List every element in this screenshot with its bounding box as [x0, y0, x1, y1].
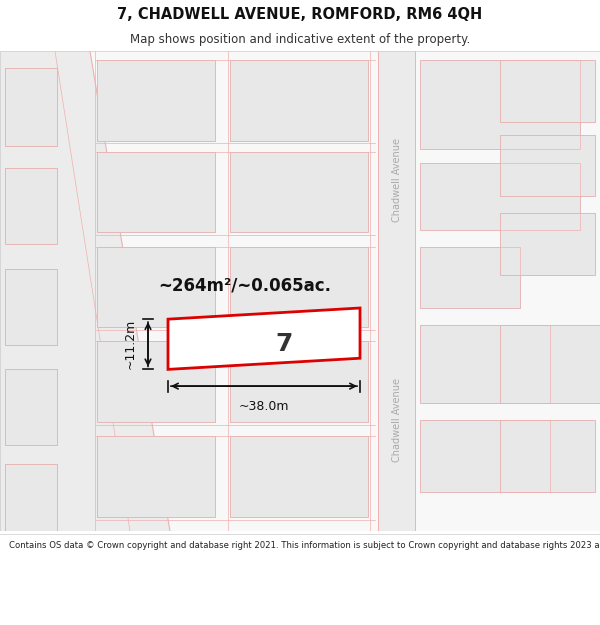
Bar	[500, 419, 595, 492]
Text: Chadwell Avenue: Chadwell Avenue	[392, 378, 401, 462]
Text: Chadwell Avenue: Chadwell Avenue	[392, 138, 401, 222]
Text: ~38.0m: ~38.0m	[239, 400, 289, 412]
Bar	[5, 68, 57, 146]
Bar	[420, 163, 580, 230]
Text: ~264m²/~0.065ac.: ~264m²/~0.065ac.	[158, 277, 331, 294]
Bar	[230, 341, 368, 422]
Bar	[500, 325, 600, 403]
Text: 7, CHADWELL AVENUE, ROMFORD, RM6 4QH: 7, CHADWELL AVENUE, ROMFORD, RM6 4QH	[118, 7, 482, 22]
Bar	[420, 60, 580, 149]
Bar	[500, 213, 595, 274]
Bar	[230, 152, 368, 232]
Bar	[5, 369, 57, 445]
Bar	[5, 269, 57, 345]
Bar	[97, 341, 215, 422]
Bar	[500, 135, 595, 196]
Bar	[230, 247, 368, 327]
Bar	[5, 169, 57, 244]
Bar	[420, 247, 520, 308]
Bar	[500, 60, 595, 122]
Bar	[97, 341, 215, 422]
Bar	[97, 152, 215, 232]
Bar	[97, 436, 215, 517]
Bar	[230, 436, 368, 517]
Bar	[420, 325, 550, 403]
Bar	[420, 60, 580, 149]
Bar	[230, 60, 368, 141]
Bar	[97, 436, 215, 517]
Bar	[500, 213, 595, 274]
Bar	[420, 419, 550, 492]
Bar	[97, 152, 215, 232]
Bar	[97, 247, 215, 327]
Polygon shape	[0, 51, 170, 531]
Bar	[500, 325, 600, 403]
Polygon shape	[168, 308, 360, 369]
Bar	[5, 269, 57, 345]
Bar	[500, 419, 595, 492]
Bar	[5, 369, 57, 445]
Bar	[230, 436, 368, 517]
Text: 7: 7	[275, 332, 293, 356]
Bar	[97, 60, 215, 141]
Bar	[420, 163, 580, 230]
Bar	[5, 169, 57, 244]
Text: Map shows position and indicative extent of the property.: Map shows position and indicative extent…	[130, 34, 470, 46]
Bar	[420, 325, 550, 403]
Text: Contains OS data © Crown copyright and database right 2021. This information is : Contains OS data © Crown copyright and d…	[9, 541, 600, 549]
Bar	[378, 51, 415, 531]
Bar	[97, 247, 215, 327]
Bar	[420, 247, 520, 308]
Text: ~11.2m: ~11.2m	[124, 319, 137, 369]
Bar	[500, 60, 595, 122]
Bar	[420, 419, 550, 492]
Bar	[5, 464, 57, 537]
Bar	[97, 60, 215, 141]
Bar	[230, 60, 368, 141]
Bar	[230, 152, 368, 232]
Bar	[5, 68, 57, 146]
Bar	[5, 464, 57, 537]
Bar	[230, 247, 368, 327]
Bar	[230, 341, 368, 422]
Bar	[500, 135, 595, 196]
